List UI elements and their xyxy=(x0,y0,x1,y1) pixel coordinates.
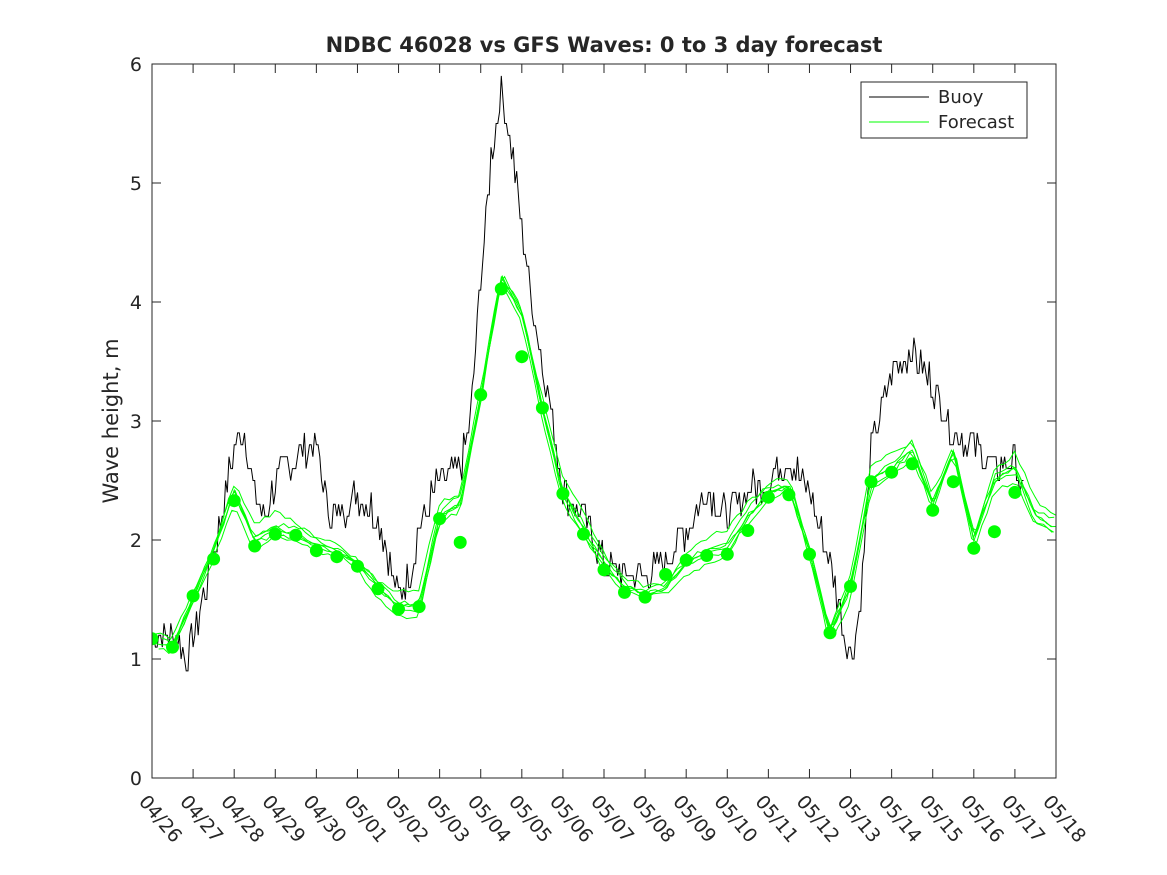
forecast-point-34 xyxy=(844,580,857,593)
forecast-point-15 xyxy=(454,536,467,549)
y-axis-label: Wave height, m xyxy=(99,338,123,503)
forecast-point-31 xyxy=(782,488,795,501)
forecast-point-41 xyxy=(988,525,1001,538)
forecast-point-3 xyxy=(207,553,220,566)
forecast-point-4 xyxy=(228,494,241,507)
y-tick-label-6: 6 xyxy=(130,54,142,76)
forecast-point-20 xyxy=(556,487,569,500)
forecast-point-23 xyxy=(618,586,631,599)
forecast-point-39 xyxy=(947,475,960,488)
legend-label-forecast: Forecast xyxy=(938,112,1014,133)
legend-label-buoy: Buoy xyxy=(938,87,984,108)
forecast-point-22 xyxy=(598,563,611,576)
forecast-point-32 xyxy=(803,548,816,561)
forecast-point-17 xyxy=(495,282,508,295)
forecast-point-6 xyxy=(269,528,282,541)
y-tick-label-4: 4 xyxy=(130,292,142,314)
forecast-point-28 xyxy=(721,548,734,561)
forecast-point-36 xyxy=(885,466,898,479)
y-tick-label-5: 5 xyxy=(130,173,142,195)
forecast-point-26 xyxy=(680,554,693,567)
forecast-point-37 xyxy=(906,457,919,470)
forecast-point-2 xyxy=(187,589,200,602)
chart-title: NDBC 46028 vs GFS Waves: 0 to 3 day fore… xyxy=(326,33,883,57)
forecast-point-19 xyxy=(536,401,549,414)
forecast-point-14 xyxy=(433,512,446,525)
forecast-point-35 xyxy=(865,475,878,488)
forecast-point-12 xyxy=(392,603,405,616)
y-tick-label-2: 2 xyxy=(130,530,142,552)
forecast-point-9 xyxy=(330,550,343,563)
y-tick-label-3: 3 xyxy=(130,411,142,433)
y-tick-label-1: 1 xyxy=(130,649,142,671)
forecast-point-18 xyxy=(515,350,528,363)
chart: NDBC 46028 vs GFS Waves: 0 to 3 day fore… xyxy=(0,0,1167,875)
forecast-point-24 xyxy=(639,591,652,604)
forecast-point-30 xyxy=(762,491,775,504)
forecast-point-42 xyxy=(1008,486,1021,499)
forecast-point-33 xyxy=(824,626,837,639)
forecast-point-21 xyxy=(577,528,590,541)
y-tick-label-0: 0 xyxy=(130,768,142,790)
forecast-point-40 xyxy=(967,542,980,555)
forecast-point-29 xyxy=(741,524,754,537)
forecast-point-25 xyxy=(659,568,672,581)
forecast-point-11 xyxy=(372,582,385,595)
forecast-point-10 xyxy=(351,560,364,573)
legend: Buoy Forecast xyxy=(861,82,1027,138)
forecast-point-8 xyxy=(310,544,323,557)
forecast-point-7 xyxy=(289,529,302,542)
forecast-point-1 xyxy=(166,641,179,654)
forecast-point-38 xyxy=(926,504,939,517)
forecast-point-13 xyxy=(413,600,426,613)
forecast-point-5 xyxy=(248,540,261,553)
forecast-point-27 xyxy=(700,549,713,562)
forecast-point-16 xyxy=(474,388,487,401)
